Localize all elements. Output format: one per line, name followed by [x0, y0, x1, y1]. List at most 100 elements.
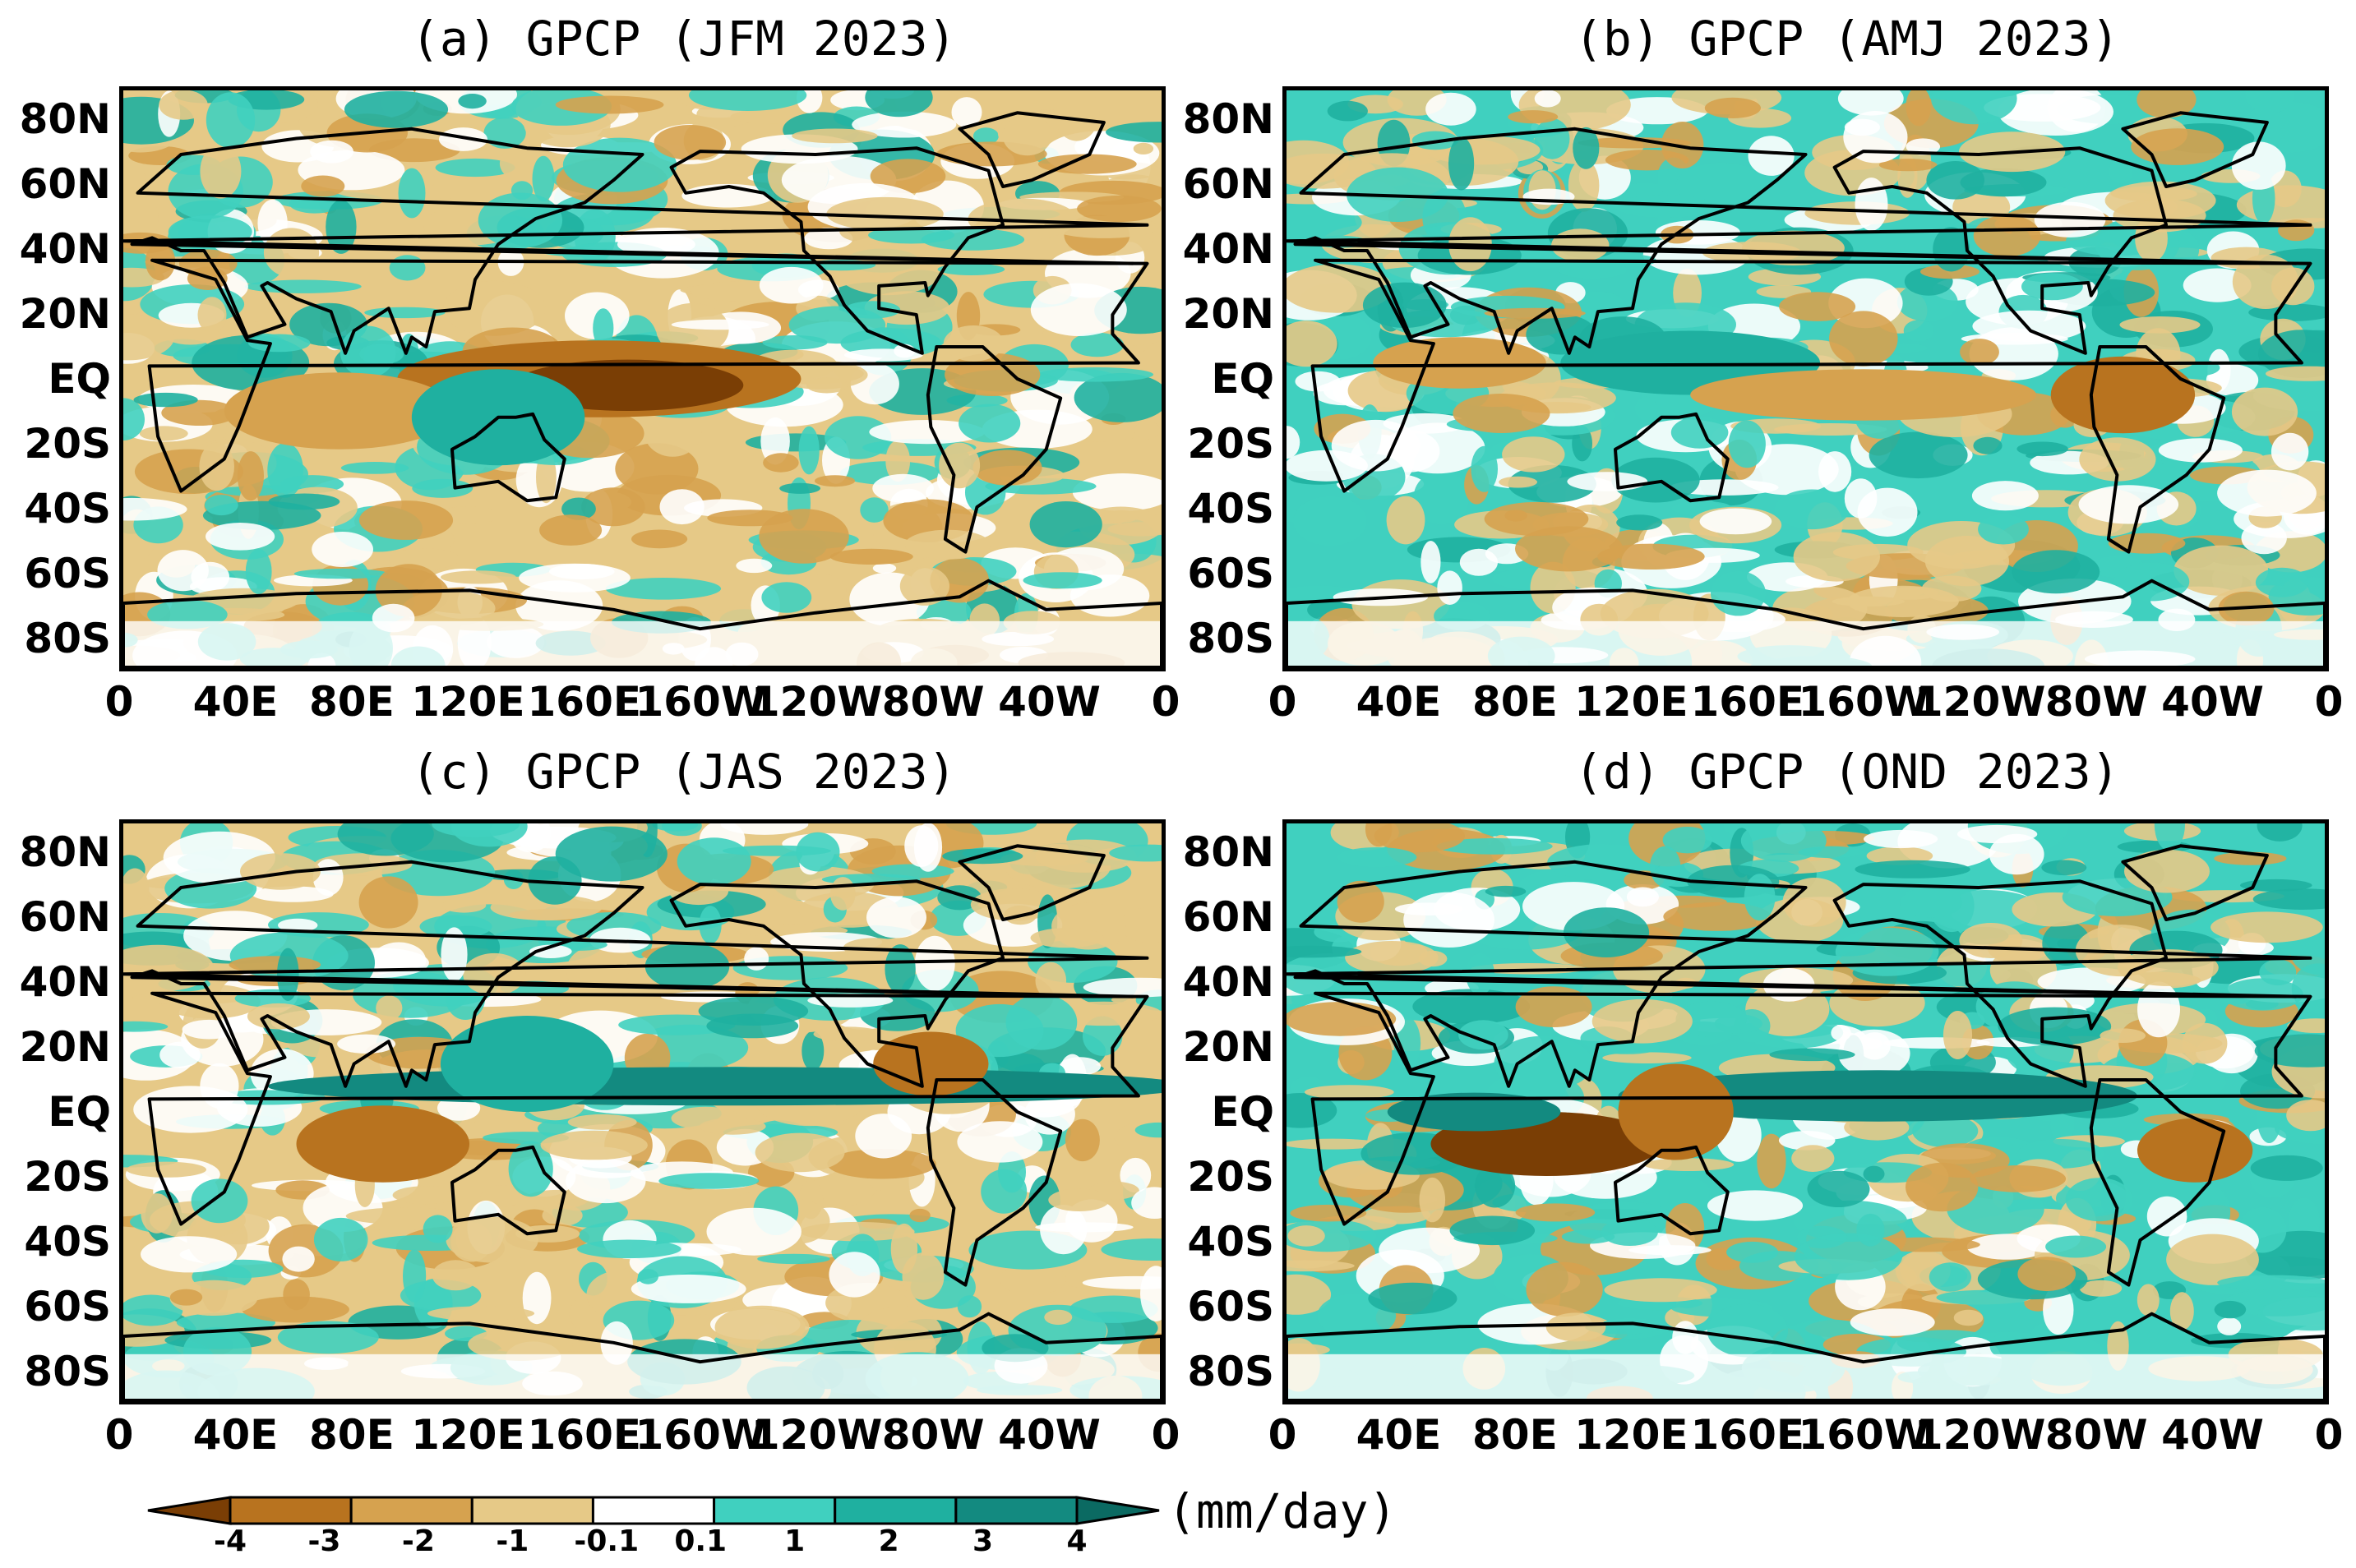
colorbar-swatch [834, 1496, 958, 1525]
y-tick-label: 80S [24, 615, 111, 663]
y-tick-label: 60S [24, 1283, 111, 1331]
precipitation-anomaly-map [123, 90, 1162, 667]
colorbar-tick-label: 2 [878, 1524, 899, 1558]
y-tick-label: 40N [19, 224, 111, 273]
y-tick-label: 40N [1182, 224, 1274, 273]
y-tick-label: 60N [19, 892, 111, 941]
panel-d-title: (d) GPCP (OND 2023) [1574, 744, 2120, 800]
x-tick-label: 120W [751, 1411, 883, 1459]
coastline [1287, 860, 2312, 1088]
coastline [2089, 1078, 2226, 1287]
y-tick-label: 20N [19, 1022, 111, 1071]
x-tick-label: 120W [1914, 678, 2046, 726]
y-tick-label: EQ [48, 1088, 111, 1136]
x-tick-label: 40W [2161, 678, 2264, 726]
x-tick-label: 80W [881, 678, 985, 726]
y-tick-label: 20N [1182, 1022, 1274, 1071]
x-tick-label: 80W [2044, 678, 2148, 726]
x-tick-label: 0 [1268, 1411, 1297, 1459]
map-panel-c [119, 819, 1166, 1404]
colorbar-units: (mm/day) [1167, 1483, 1397, 1539]
x-tick-label: 40E [192, 678, 279, 726]
x-tick-label: 120E [411, 678, 525, 726]
colorbar-swatch [1075, 1496, 1160, 1525]
x-tick-label: 160W [635, 678, 766, 726]
y-tick-label: 60N [19, 159, 111, 208]
x-tick-label: 160W [1798, 1411, 1929, 1459]
map-panel-a [119, 86, 1166, 671]
coastline [1287, 579, 2325, 667]
x-tick-label: 160E [527, 1411, 642, 1459]
x-tick-label: 160W [1798, 678, 1929, 726]
y-tick-label: 20N [1182, 289, 1274, 338]
x-tick-label: 0 [1268, 678, 1297, 726]
x-tick-label: 40W [998, 1411, 1101, 1459]
x-tick-label: 40E [1356, 1411, 1442, 1459]
colorbar-tick-label: -4 [214, 1524, 247, 1558]
precipitation-anomaly-map [1287, 823, 2325, 1400]
coastline [1613, 412, 1730, 503]
colorbar-swatch [147, 1496, 232, 1525]
y-tick-label: 60N [1182, 159, 1274, 208]
y-tick-label: 80S [24, 1348, 111, 1396]
panel-c-title: (c) GPCP (JAS 2023) [411, 744, 957, 800]
x-tick-label: 0 [1151, 1411, 1180, 1459]
x-tick-label: 40E [1356, 678, 1442, 726]
x-tick-label: 0 [104, 678, 134, 726]
y-tick-label: 60S [24, 550, 111, 598]
coastline [2121, 844, 2269, 921]
colorbar-swatch [229, 1496, 353, 1525]
y-tick-label: 40S [1187, 485, 1274, 533]
coastline [123, 1312, 1162, 1400]
coastline [669, 146, 1005, 355]
coastline [1832, 879, 2169, 1088]
colorbar-tick-label: -0.1 [574, 1524, 640, 1558]
coastline [450, 412, 566, 503]
map-panel-b [1282, 86, 2329, 671]
x-tick-label: 120E [411, 1411, 525, 1459]
x-tick-label: 80W [2044, 1411, 2148, 1459]
coastline [669, 879, 1005, 1088]
coastline [147, 991, 1149, 1226]
coastline [147, 258, 1149, 493]
coastline [1310, 258, 2312, 493]
x-tick-label: 80E [1472, 678, 1558, 726]
x-tick-label: 160E [1690, 1411, 1805, 1459]
x-tick-label: 160W [635, 1411, 766, 1459]
colorbar-tick-label: 1 [784, 1524, 806, 1558]
y-tick-label: 80N [19, 95, 111, 143]
coastline [2089, 345, 2226, 554]
colorbar-swatch [591, 1496, 716, 1525]
coastline [1613, 1145, 1730, 1236]
colorbar-tick-label: 4 [1066, 1524, 1088, 1558]
y-tick-label: EQ [1211, 1088, 1274, 1136]
panel-b-title: (b) GPCP (AMJ 2023) [1574, 11, 2120, 67]
y-tick-label: 60S [1187, 550, 1274, 598]
x-tick-label: 0 [104, 1411, 134, 1459]
y-tick-label: 40S [1187, 1218, 1274, 1266]
y-tick-label: 40N [19, 957, 111, 1006]
y-tick-label: 20N [19, 289, 111, 338]
y-tick-label: 60S [1187, 1283, 1274, 1331]
coastline [123, 579, 1162, 667]
coastline [1832, 146, 2169, 355]
x-tick-label: 80E [309, 1411, 395, 1459]
coastline [2121, 111, 2269, 188]
x-tick-label: 80E [309, 678, 395, 726]
x-tick-label: 120W [751, 678, 883, 726]
x-tick-label: 40W [2161, 1411, 2264, 1459]
coastline [123, 860, 1149, 1088]
precipitation-anomaly-map [123, 823, 1162, 1400]
y-tick-label: 80S [1187, 615, 1274, 663]
x-tick-label: 40E [192, 1411, 279, 1459]
colorbar-tick-label: -2 [401, 1524, 435, 1558]
coastline [1287, 127, 2312, 355]
y-tick-label: 20S [1187, 420, 1274, 468]
colorbar-tick-label: 3 [972, 1524, 994, 1558]
colorbar-tick-label: 0.1 [674, 1524, 728, 1558]
coastline [926, 1078, 1063, 1287]
y-tick-label: 20S [24, 420, 111, 468]
colorbar [147, 1496, 1160, 1525]
x-tick-label: 80W [881, 1411, 985, 1459]
x-tick-label: 0 [1151, 678, 1180, 726]
